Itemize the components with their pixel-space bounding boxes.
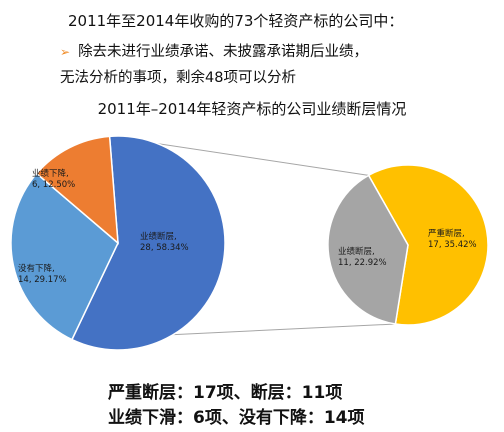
page-heading: 2011年至2014年收购的73个轻资产标的公司中： [68, 12, 404, 30]
data-label-right-0: 严重断层, 17, 35.42% [428, 228, 477, 250]
bullet-continuation: 无法分析的事项，剩余48项可以分析 [60, 70, 296, 86]
pie-slice-right-1 [327, 174, 409, 325]
pie-slice-2 [35, 135, 119, 245]
data-label-left-2: 业绩下降, 6, 12.50% [32, 168, 75, 190]
summary-line-1: 严重断层：17项、断层：11项 [108, 383, 343, 403]
pie-slice-1 [10, 172, 119, 341]
pie-chart-left: 业绩断层, 28, 58.34% 没有下降, 14, 29.17% 业绩下降, 6, 12… [10, 135, 226, 351]
pie-slice-right-0 [367, 164, 489, 326]
pie-slice-0 [70, 135, 226, 351]
summary-line-2: 业绩下滑：6项、没有下降：14项 [108, 408, 365, 428]
data-label-left-1: 没有下降, 14, 29.17% [18, 263, 67, 285]
chart-title: 2011年–2014年轻资产标的公司业绩断层情况 [97, 100, 407, 118]
data-label-left-0: 业绩断层, 28, 58.34% [140, 231, 189, 253]
arrow-bullet-icon: ➢ [60, 45, 71, 59]
bullet-item: ➢ 除去未进行业绩承诺、未披露承诺期后业绩， [60, 40, 368, 61]
bullet-text: 除去未进行业绩承诺、未披露承诺期后业绩， [78, 44, 369, 60]
data-label-right-1: 业绩断层, 11, 22.92% [338, 246, 387, 268]
pie-chart-right: 严重断层, 17, 35.42% 业绩断层, 11, 22.92% [327, 164, 489, 326]
